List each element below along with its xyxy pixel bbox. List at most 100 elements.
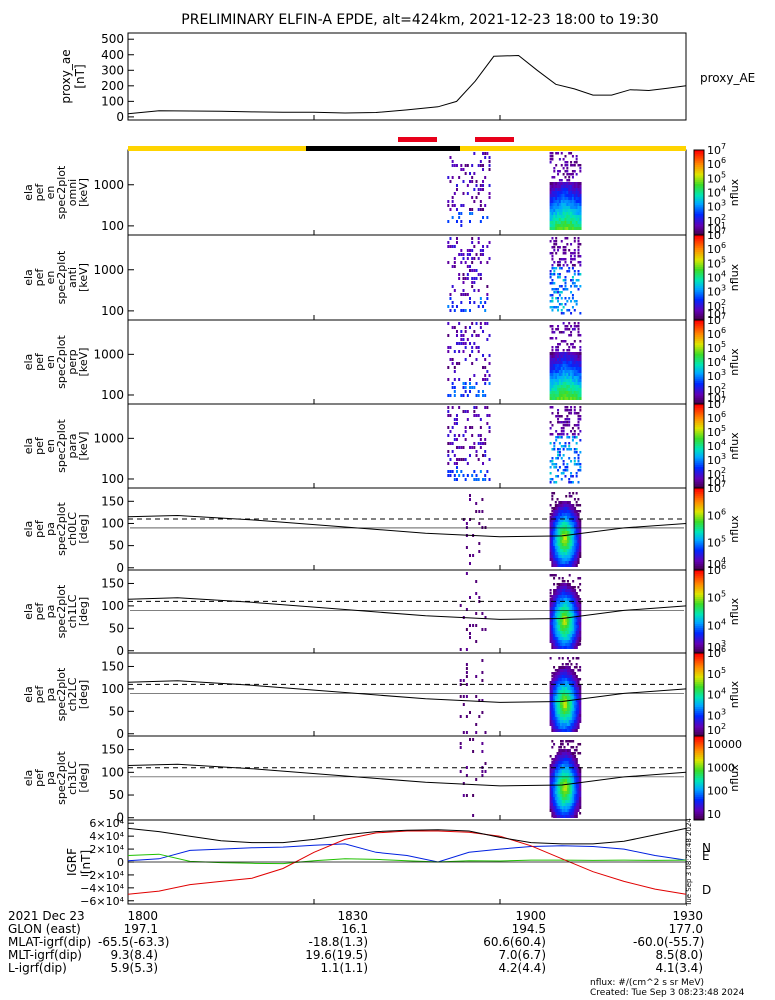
spec-panel-ch2LC-pixel (554, 690, 558, 693)
spec-panel-omni-pixel (575, 155, 578, 158)
spec-panel-ch0LC-pixel (553, 510, 556, 513)
spec-panel-perp-pixel (579, 364, 582, 367)
spec-panel-para-colorbar-segment (694, 431, 704, 434)
spec-panel-ch0LC-pixel (558, 555, 561, 558)
spec-panel-para-pixel (453, 434, 456, 437)
spec-panel-ch2LC-pixel (560, 687, 563, 690)
spec-panel-omni-pixel (553, 224, 556, 227)
spec-panel-omni-pixel (553, 227, 556, 230)
spec-panel-ch0LC-pixel (568, 492, 571, 495)
spec-panel-omni-pixel (451, 164, 454, 167)
spec-panel-ch2LC-pixel (459, 715, 462, 718)
spec-panel-ch3LC-pixel (566, 800, 570, 803)
spec-panel-anti-pixel (571, 252, 574, 255)
spec-panel-omni-pixel (471, 164, 474, 167)
spec-panel-ch0LC-pixel (563, 537, 566, 540)
spec-panel-ch3LC-pixel (560, 815, 563, 818)
spec-panel-para-pixel (570, 406, 573, 409)
spec-panel-ch1LC-colorbar-segment (694, 650, 704, 654)
spec-panel-anti-pixel (471, 269, 474, 272)
spec-panel-ch0LC-pixel (572, 504, 575, 507)
spec-panel-para-pixel (447, 414, 450, 417)
spec-panel-ch1LC-pixel (556, 646, 559, 649)
spec-panel-ch1LC-pixel (553, 613, 556, 616)
spec-panel-para-pixel (564, 421, 567, 424)
spec-panel-perp-colorbar-segment (694, 330, 704, 334)
spec-panel-ch2LC-pixel (565, 681, 568, 684)
spec-panel-ch3LC-pixel (551, 767, 554, 770)
spec-panel-ch0LC-pixel (560, 531, 563, 534)
spec-panel-ch3LC-pixel (563, 758, 566, 761)
spec-panel-anti-pixel (579, 312, 582, 315)
spec-panel-ch0LC-colorbar-segment (694, 502, 704, 505)
spec-panel-ch1LC-pixel (579, 607, 582, 610)
spec-panel-ch3LC-pixel (558, 794, 561, 797)
spec-panel-ch0LC-pixel (579, 534, 582, 537)
spec-panel-ch3LC-pixel (568, 749, 571, 752)
spec-panel-perp-pixel (549, 397, 552, 400)
spec-panel-ch2LC-pixel (579, 705, 582, 708)
spec-panel-perp-pixel (577, 325, 580, 328)
spec-panel-ch2LC-pixel (577, 708, 580, 711)
spec-panel-perp-colorbar-segment (694, 343, 704, 346)
footer-row-label: MLT-igrf(dip) (8, 948, 82, 962)
spec-panel-anti-ylabel-0: ela (22, 269, 35, 286)
spec-panel-omni-pixel (482, 216, 485, 219)
spec-panel-ch2LC-pixel (572, 717, 575, 720)
spec-panel-para-pixel (455, 458, 458, 461)
spec-panel-ch0LC-pixel (558, 510, 561, 513)
spec-panel-para-pixel (475, 454, 478, 457)
spec-panel-perp-pixel (579, 370, 582, 373)
spec-panel-ch3LC-pixel (549, 809, 552, 812)
spec-panel-perp-pixel (573, 352, 576, 355)
spec-panel-perp-pixel (573, 355, 576, 358)
spec-panel-anti-colorbar-segment (694, 298, 704, 302)
spec-panel-ch2LC-pixel (563, 666, 566, 669)
spec-panel-ch0LC-pixel (561, 510, 564, 513)
spec-panel-omni-ylabel-5: [keV] (77, 178, 90, 207)
spec-panel-anti-pixel (560, 240, 563, 243)
spec-panel-ch0LC-pixel (561, 522, 564, 525)
spec-panel-ch2LC-ylabel-1: pef (33, 685, 46, 704)
spec-panel-perp-pixel (566, 358, 569, 361)
spec-panel-perp-pixel (579, 397, 582, 400)
spec-panel-omni-pixel (566, 170, 569, 173)
spec-panel-ch0LC-pixel (575, 522, 578, 525)
spec-panel-ch1LC-colorbar-segment (694, 648, 704, 652)
spec-panel-para-pixel (560, 433, 563, 436)
spec-panel-ch3LC-colorbar-segment (694, 742, 704, 745)
spec-panel-ch2LC-pixel (577, 693, 580, 696)
spec-panel-para-pixel (477, 414, 480, 417)
spec-panel-ch2LC-ytick-label: 0 (116, 727, 124, 741)
spec-panel-ch0LC-pixel (553, 513, 556, 516)
spec-panel-ch0LC-ylabel-5: [deg] (77, 514, 90, 543)
spec-panel-ch3LC-pixel (568, 803, 571, 806)
spec-panel-perp-pixel (570, 391, 573, 394)
spec-panel-para-pixel (558, 451, 561, 454)
spec-panel-ch1LC-pixel (563, 583, 566, 586)
spec-panel-para-pixel (573, 424, 576, 427)
spec-panel-ch2LC-pixel (573, 675, 577, 678)
spec-panel-perp-pixel (562, 388, 565, 391)
spec-panel-ch3LC-pixel (572, 755, 575, 758)
spec-panel-omni-pixel (571, 176, 574, 179)
spec-panel-perp-ytick-label: 1000 (93, 347, 124, 361)
spec-panel-ch0LC-pixel (481, 498, 484, 501)
spec-panel-omni-pixel (562, 194, 565, 197)
spec-panel-ch1LC-pixel (560, 640, 563, 643)
spec-panel-ch1LC-pixel (549, 613, 552, 616)
spec-panel-anti-colorbar-tick: 107 (707, 227, 726, 242)
spec-panel-para-colorbar-tick: 104 (707, 438, 726, 453)
spec-panel-ch1LC-pixel (579, 589, 582, 592)
spec-panel-omni-pixel (564, 191, 567, 194)
spec-panel-ch3LC-pixel (554, 806, 558, 809)
spec-panel-ch1LC-pixel (561, 580, 564, 583)
spec-panel-ch3LC-pixel (553, 776, 556, 779)
spec-panel-ch3LC-pixel (551, 746, 554, 749)
spec-panel-ch3LC-pixel (577, 794, 580, 797)
spec-panel-ch2LC-pixel (575, 684, 578, 687)
spec-panel-omni-pixel (577, 182, 580, 185)
spec-panel-ch1LC-pixel (579, 604, 582, 607)
spec-panel-perp-pixel (566, 370, 569, 373)
spec-panel-perp-pixel (562, 349, 565, 352)
